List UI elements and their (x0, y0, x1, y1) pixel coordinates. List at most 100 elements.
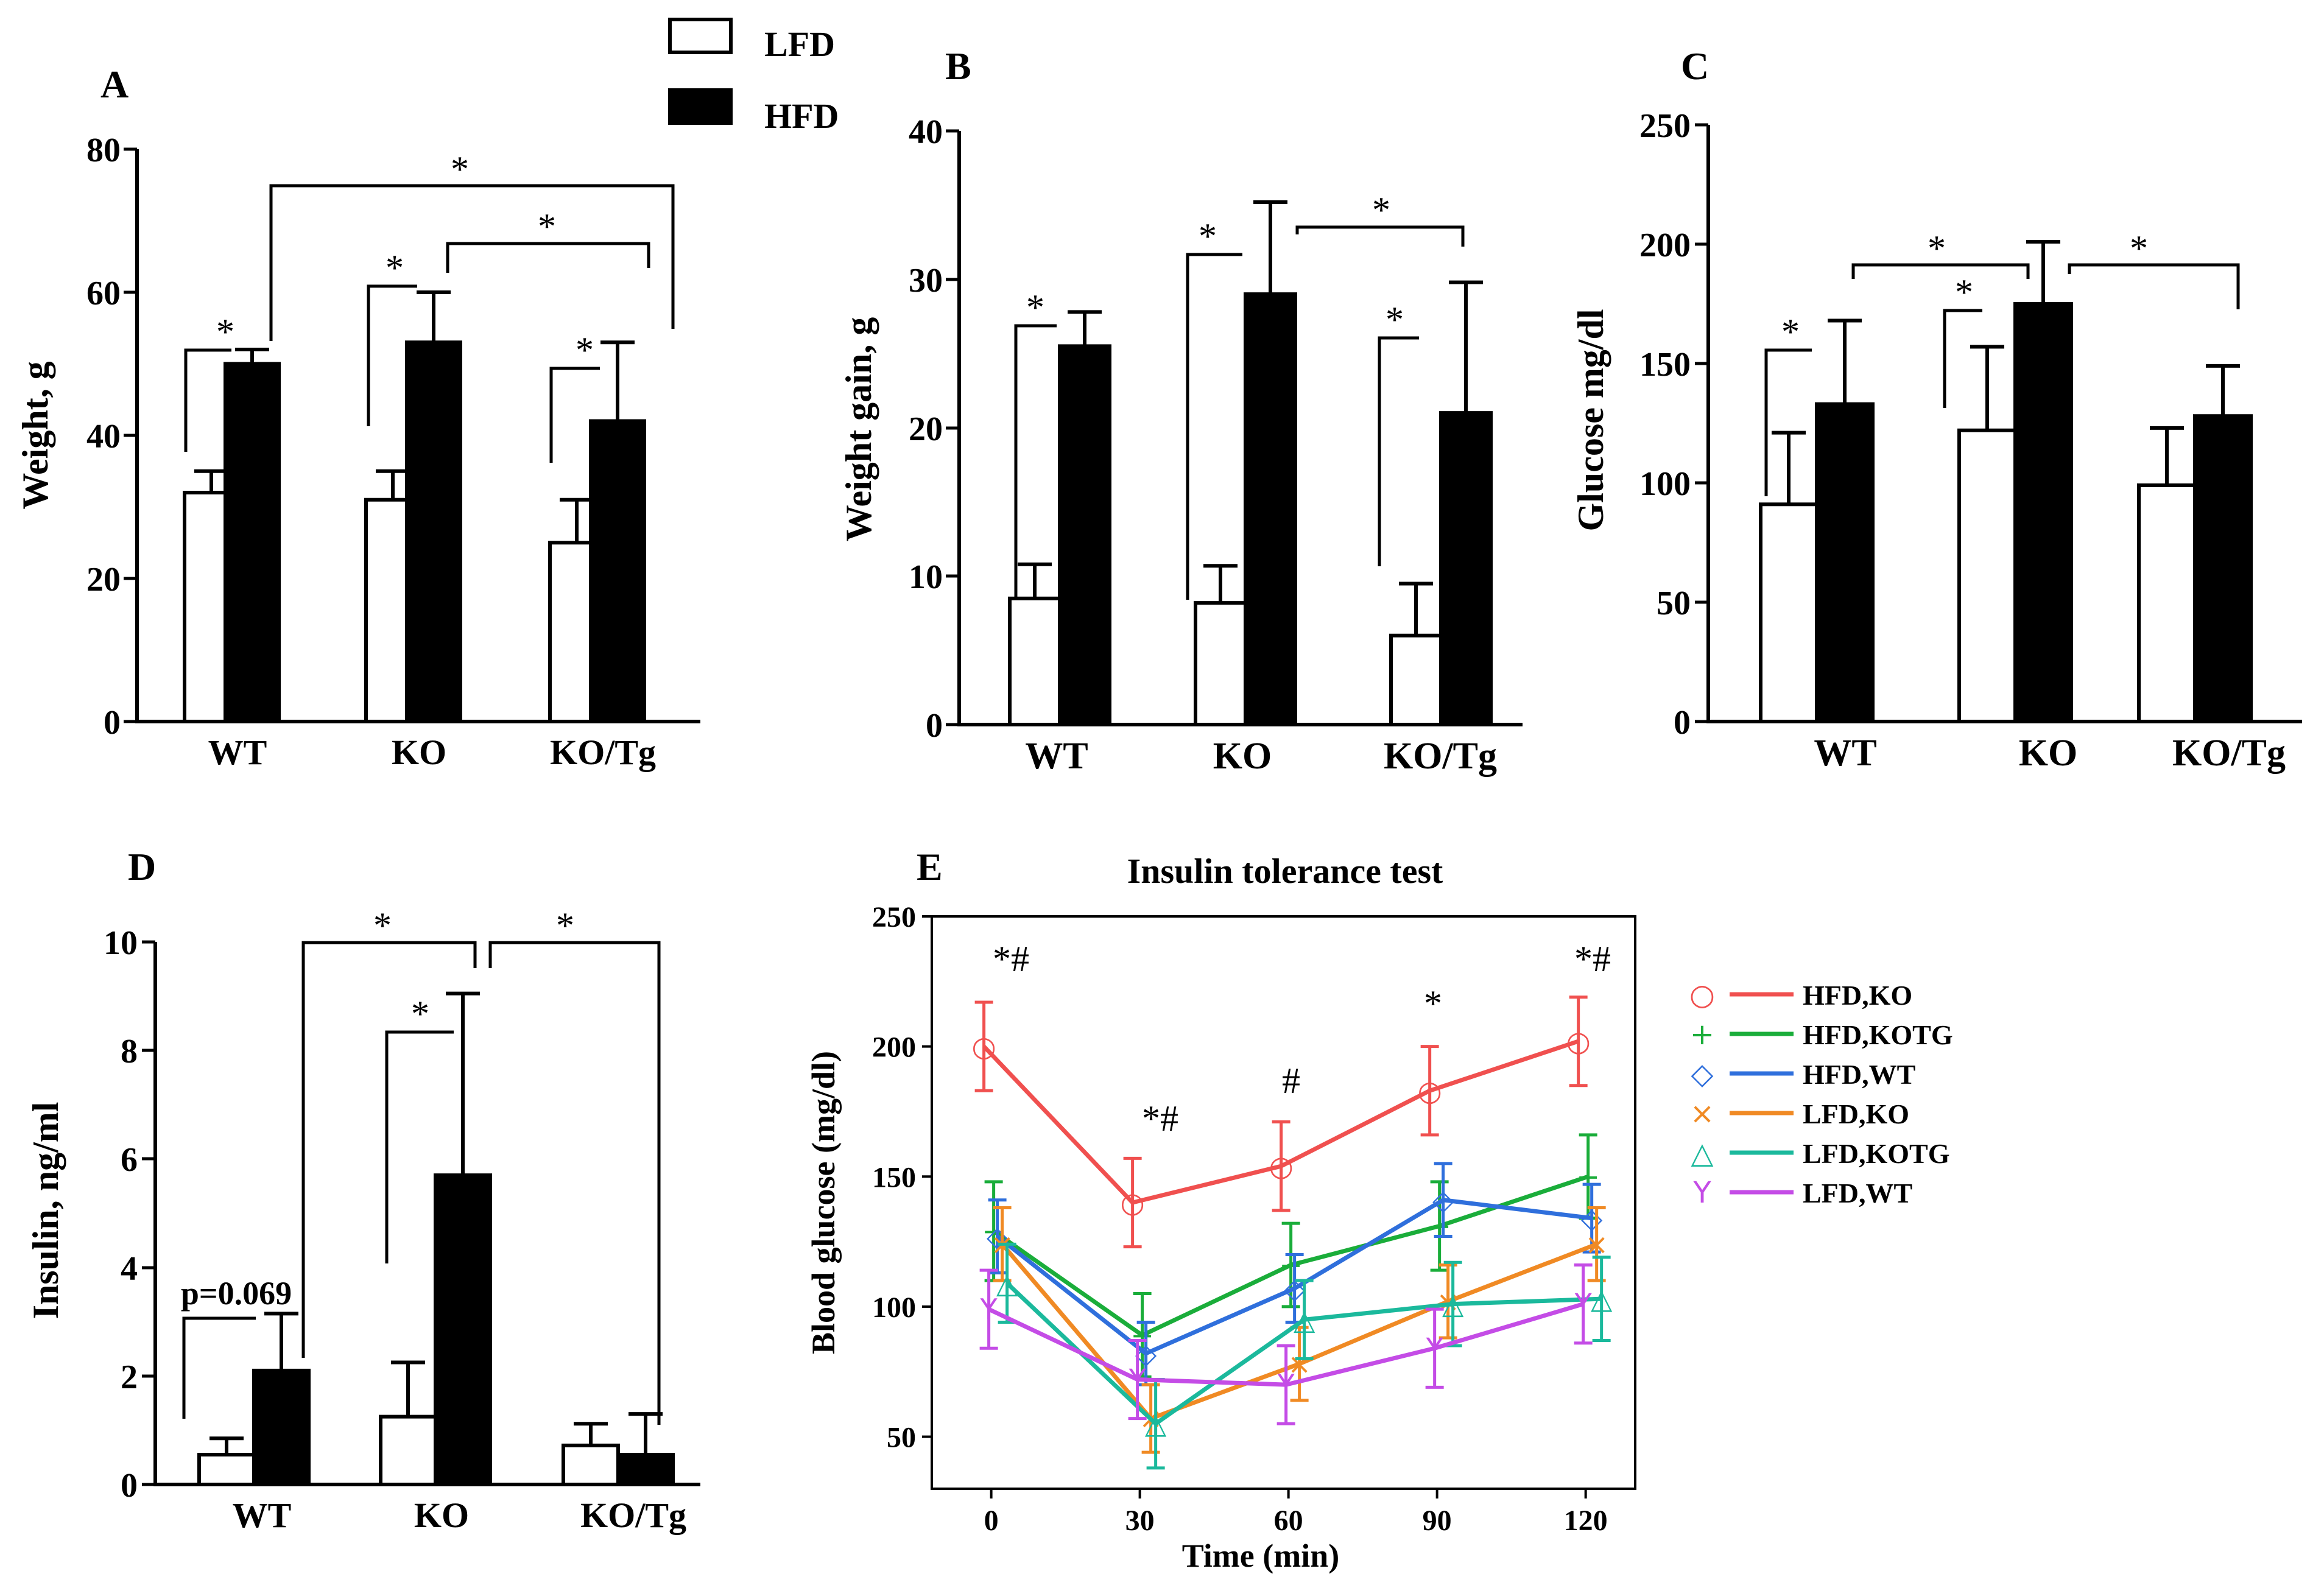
panel-e-data-point: ○ (1121, 1186, 1145, 1219)
panel-b-bar-hfd (1439, 411, 1493, 726)
panel-d-bar-lfd (562, 1443, 620, 1486)
panel-e-legend-marker: Y (1692, 1176, 1711, 1210)
panel-e-xtick-label: 120 (1564, 1505, 1608, 1537)
panel-e-legend-label: HFD,KOTG (1803, 1019, 1953, 1050)
panel-b-ytick-label: 10 (909, 558, 943, 596)
panel-e-data-point: △ (1294, 1303, 1315, 1336)
panel-a-ytick-label: 0 (104, 704, 121, 742)
panel-e-legend-marker: + (1690, 1017, 1714, 1052)
panel-c-bar-hfd (2193, 414, 2253, 723)
panel-d-bar-hfd (434, 1173, 492, 1486)
panel-b-bar-lfd (1008, 596, 1062, 726)
panel-e-title: Insulin tolerance test (1127, 851, 1443, 891)
panel-a-annotation: * (451, 149, 469, 189)
panel-e-legend: ○ HFD,KO + HFD,KOTG ◇ HFD,WT × LFD,KO △ LFD,KOTG Y… (1689, 978, 1953, 1210)
panel-e-xlabel: Time (min) (1182, 1537, 1339, 1574)
panel-c-bar-lfd (2137, 483, 2197, 723)
panel-e-plot-frame (931, 915, 1636, 1490)
panel-e-data-point: △ (1145, 1407, 1167, 1440)
panel-e-data-point: ○ (1418, 1074, 1442, 1107)
panel-c-significance-brackets (1764, 263, 2240, 496)
panel-e-data-point: ○ (1269, 1150, 1294, 1182)
panel-c-ytick-label: 150 (1639, 346, 1691, 384)
panel-e-ylabel: Blood glucose (mg/dl) (805, 1051, 842, 1354)
panel-e-label: E (917, 845, 943, 888)
panel-c-bar-hfd (2013, 302, 2073, 723)
panel-c: C Glucose mg/dl 0 50 100 150 200 250 WT … (1571, 44, 2302, 774)
panel-b-category-label: KO/Tg (1384, 736, 1497, 777)
legend-lfd-label: LFD (764, 24, 835, 64)
panel-c-bars (1759, 240, 2253, 724)
panel-c-ytick-label: 50 (1657, 585, 1691, 622)
panel-c-category-label: KO (2019, 733, 2077, 774)
panel-a-ylabel: Weight, g (15, 361, 55, 509)
panel-c-category-label: KO/Tg (2172, 733, 2286, 774)
panel-e-ytick-label: 150 (872, 1161, 916, 1193)
panel-a: A Weight, g 0 20 40 60 80 WT KO KO/Tg * … (15, 63, 700, 772)
panel-c-y-ticks (1695, 123, 1708, 723)
panel-c-ylabel: Glucose mg/dl (1571, 309, 1611, 531)
panel-b-bars (1008, 200, 1493, 726)
panel-e-data-point: △ (996, 1267, 1018, 1299)
panel-d-ytick-label: 10 (104, 924, 138, 962)
panel-e-legend-marker: × (1690, 1097, 1714, 1131)
panel-e-data-point: △ (1591, 1282, 1613, 1315)
panel-b-bar-hfd (1244, 292, 1297, 726)
panel-d-label: D (128, 845, 156, 888)
panel-a-bar-hfd (405, 340, 462, 723)
panel-b-bar-lfd (1389, 633, 1443, 726)
panel-b-category-label: KO (1213, 736, 1272, 777)
panel-e-data-point: ◇ (1284, 1272, 1306, 1305)
panel-a-y-ticks (124, 147, 137, 723)
panel-c-category-label: WT (1814, 733, 1876, 774)
panel-c-ytick-label: 250 (1639, 107, 1691, 145)
panel-b-annotation: * (1199, 216, 1217, 256)
panel-b-bar-hfd (1058, 344, 1111, 726)
panel-e-data-point: × (1287, 1347, 1311, 1380)
panel-a-ytick-label: 40 (86, 418, 121, 455)
panel-a-significance-brackets (184, 184, 675, 463)
panel-e-xtick-label: 90 (1423, 1505, 1452, 1537)
panel-e-data-point: △ (1442, 1288, 1464, 1321)
panel-e-data-point: Y (1277, 1368, 1295, 1401)
panel-e-data-point: × (1585, 1228, 1608, 1260)
legend-hfd-label: HFD (764, 96, 839, 136)
panel-e-point-annotation: *# (993, 939, 1029, 979)
panel-b-ytick-label: 30 (909, 262, 943, 300)
panel-a-bar-hfd (589, 419, 646, 723)
panel-a-label: A (100, 63, 129, 106)
panel-e-data-point: Y (1574, 1288, 1593, 1321)
panel-e-legend-label: HFD,WT (1803, 1059, 1915, 1090)
panel-a-ytick-label: 80 (86, 132, 121, 169)
panel-e-data-point: ◇ (1432, 1184, 1454, 1217)
panel-a-category-label: KO/Tg (550, 733, 656, 772)
panel-e-ytick-label: 100 (872, 1291, 916, 1324)
panel-c-annotation: * (1955, 272, 1973, 312)
panel-d-bar-lfd (197, 1452, 256, 1487)
panel-a-category-label: KO (392, 733, 446, 772)
panel-b-significance-brackets (1014, 225, 1465, 600)
panel-e-legend-label: HFD,KO (1803, 980, 1912, 1011)
panel-e-ytick-label: 200 (872, 1031, 916, 1064)
panel-b: B Weight gain, g 0 10 20 30 40 WT KO KO/… (839, 44, 1523, 777)
panel-e-ytick-label: 250 (872, 901, 916, 933)
panel-e-point-annotation: *# (1574, 939, 1611, 979)
panel-e-legend-marker: △ (1691, 1136, 1714, 1170)
panel-e-data-point: + (1576, 1160, 1600, 1193)
panel-c-ytick-label: 0 (1674, 704, 1691, 742)
panel-d-category-label: KO/Tg (580, 1495, 686, 1535)
panel-d: D Insulin, ng/ml 0 2 4 6 8 10 WT KO KO/T… (26, 845, 700, 1535)
panel-d-category-label: KO (414, 1495, 469, 1535)
panel-e-legend-label: LFD,KOTG (1803, 1138, 1950, 1169)
panel-d-y-ticks (142, 940, 155, 1486)
panel-e-point-annotation: * (1424, 983, 1442, 1024)
panel-e-legend-marker: ◇ (1691, 1057, 1714, 1091)
panel-d-ytick-label: 4 (121, 1250, 138, 1288)
panel-c-annotation: * (1928, 228, 1946, 269)
panel-e-xtick-label: 30 (1125, 1505, 1155, 1537)
panel-b-y-ticks (946, 129, 959, 726)
panel-e-data-point: Y (1129, 1363, 1147, 1396)
panel-e-ticks: 0 30 60 90 120 50 100 150 200 250 (872, 901, 1608, 1537)
panel-d-ytick-label: 8 (121, 1033, 138, 1070)
panel-a-annotation: * (576, 330, 594, 370)
